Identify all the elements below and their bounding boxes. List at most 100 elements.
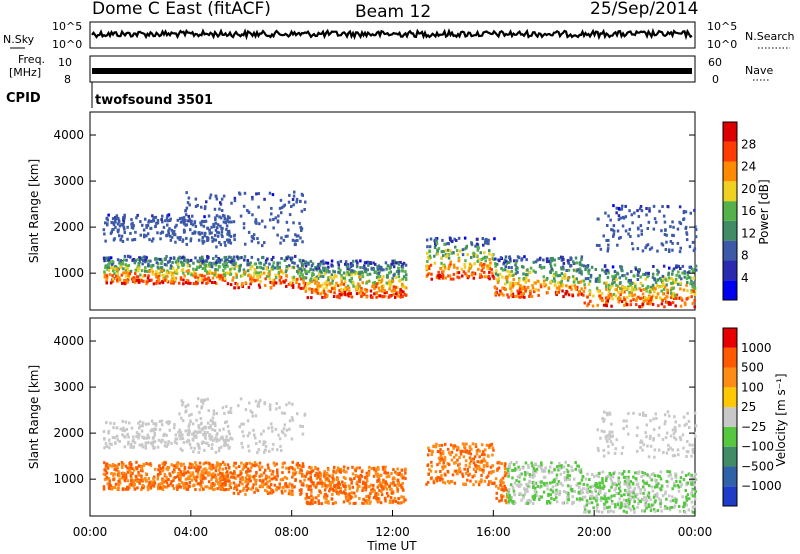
power-cell	[648, 295, 651, 299]
velocity-cell	[352, 502, 356, 505]
velocity-cell	[250, 462, 254, 466]
power-cell	[657, 304, 660, 308]
velocity-cell	[208, 464, 212, 468]
velocity-cell	[146, 433, 149, 437]
power-cell	[230, 201, 233, 205]
nsky-trace	[91, 27, 693, 41]
velocity-cell	[132, 468, 136, 472]
power-cell	[256, 278, 259, 282]
velocity-cell	[582, 487, 585, 490]
velocity-cell	[239, 480, 242, 484]
velocity-cell	[513, 467, 517, 471]
power-cell	[516, 255, 520, 259]
power-cell	[300, 261, 303, 265]
power-cell	[305, 269, 308, 273]
velocity-cell	[519, 493, 523, 497]
power-cell	[123, 258, 126, 262]
power-cell	[368, 272, 372, 276]
power-cell	[622, 216, 626, 220]
velocity-cell	[137, 436, 140, 440]
power-cell	[539, 285, 543, 289]
velocity-cell	[400, 468, 404, 472]
velocity-cell	[181, 419, 185, 423]
power-cell	[690, 291, 693, 295]
velocity-cell	[214, 424, 217, 428]
power-cell	[135, 216, 138, 220]
velocity-cell	[644, 496, 647, 500]
power-cell	[268, 277, 271, 281]
velocity-cell	[179, 437, 182, 441]
velocity-cell	[535, 470, 538, 474]
velocity-cell	[208, 462, 211, 466]
power-cell	[178, 281, 181, 285]
power-cell	[391, 289, 395, 293]
power-cell	[279, 241, 282, 245]
velocity-cell	[515, 460, 518, 464]
power-cell	[331, 269, 335, 273]
power-cell	[204, 269, 207, 272]
power-cell	[669, 281, 673, 285]
power-cell	[257, 241, 260, 245]
power-cell	[283, 258, 287, 262]
power-cell	[298, 199, 302, 203]
velocity-cell	[343, 490, 346, 494]
velocity-cell	[475, 464, 478, 468]
velocity-cell	[129, 471, 132, 475]
power-cell	[271, 193, 275, 197]
velocity-cell	[549, 488, 553, 492]
power-cell	[425, 238, 429, 242]
velocity-cell	[333, 465, 336, 469]
power-cell	[148, 279, 152, 282]
power-cell	[116, 222, 120, 226]
power-cell	[385, 267, 388, 271]
velocity-cell	[104, 465, 107, 469]
velocity-cell	[193, 446, 196, 450]
power-cell	[204, 259, 208, 263]
power-cell	[404, 263, 408, 267]
velocity-cell	[234, 476, 237, 480]
velocity-cell	[396, 486, 399, 490]
power-cell	[488, 263, 492, 267]
velocity-cell	[344, 477, 347, 480]
power-cell	[281, 271, 285, 275]
power-cell	[395, 292, 398, 296]
velocity-cell	[161, 438, 164, 442]
velocity-cell	[356, 489, 359, 493]
power-cell	[534, 260, 538, 264]
power-cell	[663, 305, 666, 309]
velocity-cell	[204, 461, 207, 465]
power-cell	[138, 280, 141, 284]
velocity-cell	[368, 494, 371, 498]
velocity-cell	[545, 481, 549, 485]
power-cell	[137, 266, 140, 270]
power-cell	[401, 263, 404, 266]
velocity-cell	[301, 482, 305, 485]
velocity-cell	[258, 478, 262, 482]
power-cell	[591, 304, 595, 308]
power-cell	[103, 256, 106, 260]
velocity-cell	[275, 487, 278, 491]
power-cell	[222, 194, 226, 198]
velocity-cell	[505, 495, 509, 499]
power-cell	[350, 269, 354, 273]
velocity-cell	[369, 500, 372, 504]
velocity-cell	[237, 492, 240, 496]
power-cell	[292, 278, 295, 282]
power-cell	[329, 290, 333, 294]
power-cell	[612, 234, 615, 238]
power-colorbar-segment	[723, 181, 737, 202]
velocity-cell	[140, 474, 143, 478]
power-cell	[226, 272, 230, 275]
power-cell	[642, 299, 645, 303]
power-cell	[528, 294, 531, 298]
power-cell	[391, 279, 395, 283]
velocity-cell	[172, 476, 176, 480]
velocity-cell	[225, 479, 229, 483]
velocity-cell	[283, 461, 286, 465]
velocity-cell	[614, 503, 617, 507]
power-cell	[225, 227, 228, 231]
power-cell	[242, 222, 246, 226]
velocity-cell	[485, 443, 489, 447]
velocity-cell	[280, 449, 283, 453]
power-cell	[426, 260, 429, 263]
